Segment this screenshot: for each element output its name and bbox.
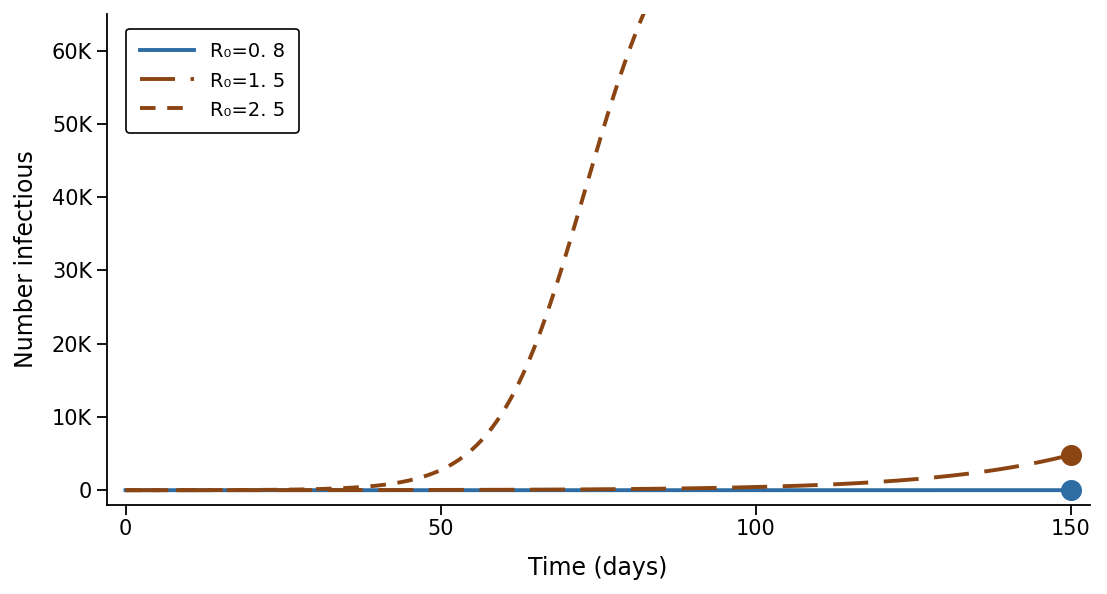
Legend: R₀=0. 8, R₀=1. 5, R₀=2. 5: R₀=0. 8, R₀=1. 5, R₀=2. 5 xyxy=(126,29,299,133)
Point xyxy=(1063,450,1080,460)
Y-axis label: Number infectious: Number infectious xyxy=(14,150,38,368)
X-axis label: Time (days): Time (days) xyxy=(528,556,668,580)
Point xyxy=(1063,485,1080,495)
